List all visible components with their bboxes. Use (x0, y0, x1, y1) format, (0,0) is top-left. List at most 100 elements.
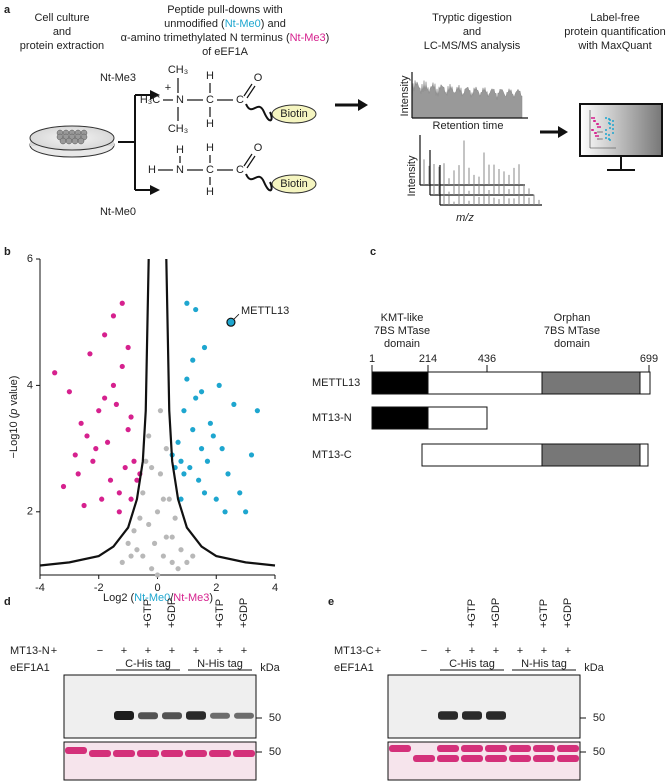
icon-dot (601, 131, 603, 133)
line (246, 85, 256, 99)
highlight-point (226, 317, 236, 327)
icon-dot (593, 117, 595, 119)
text-part: Peptide pull-downs with (167, 4, 283, 16)
treatment-label: +GDP (166, 598, 178, 628)
data-point (104, 439, 111, 445)
lane-sign: − (421, 645, 427, 657)
arrow-head (150, 185, 160, 195)
x-axis-title: Log2 (Nt-Me0/Nt-Me3) (103, 592, 213, 604)
icon-dot (597, 135, 599, 137)
biotin-tag (271, 104, 317, 124)
data-point (116, 509, 122, 515)
lane-sign: + (145, 645, 151, 657)
blot (63, 674, 257, 739)
atom: H (206, 142, 214, 154)
data-point (110, 382, 117, 388)
row-label: MT13-C (334, 645, 374, 657)
atom: CH₃ (168, 64, 188, 76)
atom: H (148, 164, 156, 176)
data-point (102, 332, 108, 338)
icon-dot (609, 119, 611, 121)
construct-label: MT13-N (312, 412, 352, 424)
marker-label: 50 (593, 712, 605, 724)
band (161, 750, 183, 757)
domain-label: Orphan (554, 312, 591, 324)
data-point (75, 471, 81, 477)
treatment-label: +GDP (238, 598, 250, 628)
step-text: α-amino trimethylated N terminus (Nt-Me3… (121, 32, 330, 44)
data-point (198, 446, 205, 452)
atom: H (206, 118, 214, 130)
chromatogram (411, 80, 523, 119)
cell (65, 137, 73, 145)
data-point (66, 389, 72, 395)
icon-dot (600, 138, 602, 140)
text-part: ) (209, 592, 213, 604)
linker (245, 173, 273, 192)
biotin-tag (271, 174, 317, 194)
data-point (184, 376, 190, 382)
data-point (196, 477, 202, 483)
data-point (160, 553, 166, 559)
text-part: p (8, 409, 20, 416)
lane-sign: + (375, 645, 381, 657)
data-point (237, 490, 243, 496)
icon-dot (605, 117, 607, 119)
data-point (187, 464, 193, 471)
data-point (190, 357, 196, 363)
data-point (190, 427, 196, 433)
linker (245, 103, 273, 122)
data-point (149, 566, 155, 572)
data-point (93, 446, 99, 452)
unit-label: kDa (260, 662, 280, 674)
data-point (119, 559, 125, 565)
data-point (231, 401, 237, 407)
lane-sign: − (97, 645, 103, 657)
tag-label: Biotin (280, 108, 308, 120)
text-part: −Log10 ( (8, 414, 20, 458)
line (243, 83, 253, 97)
text-part: ) (326, 32, 330, 44)
data-point (87, 351, 93, 357)
data-point (107, 477, 114, 483)
domain-box (639, 443, 649, 467)
row-label: eEF1A1 (10, 662, 50, 674)
data-point (169, 559, 175, 565)
step-text: Cell culture (34, 12, 89, 24)
unit-label: kDa (584, 662, 604, 674)
icon-dot (597, 138, 599, 140)
data-point (157, 471, 164, 477)
icon-dot (597, 131, 599, 133)
data-point (110, 313, 117, 319)
y-tick-label: 4 (27, 379, 33, 391)
text-part: Nt-Me3 (173, 592, 209, 604)
data-point (166, 496, 172, 502)
data-point (210, 433, 216, 439)
text-part: Log2 ( (103, 592, 135, 604)
lane-sign: + (217, 645, 223, 657)
band (210, 712, 230, 719)
atom: O (254, 142, 263, 154)
band (233, 750, 255, 757)
band (486, 711, 506, 720)
atom: C (206, 164, 214, 176)
treatment-label: +GTP (538, 599, 550, 628)
group-label: C-His tag (449, 658, 495, 670)
data-point (175, 566, 181, 572)
data-point (216, 382, 222, 388)
data-point (146, 433, 152, 439)
icon-dot (597, 126, 599, 128)
residue-label: 1 (369, 353, 375, 365)
data-point (151, 540, 158, 547)
x-tick-label: 4 (272, 582, 278, 594)
data-point (154, 572, 161, 578)
atom: N (176, 94, 184, 106)
domain-box (639, 371, 651, 395)
band (509, 745, 531, 752)
band (137, 750, 159, 757)
lane-sign: + (169, 645, 175, 657)
data-point (163, 534, 169, 540)
data-point (52, 370, 58, 376)
band (557, 745, 579, 752)
data-point (119, 363, 125, 370)
